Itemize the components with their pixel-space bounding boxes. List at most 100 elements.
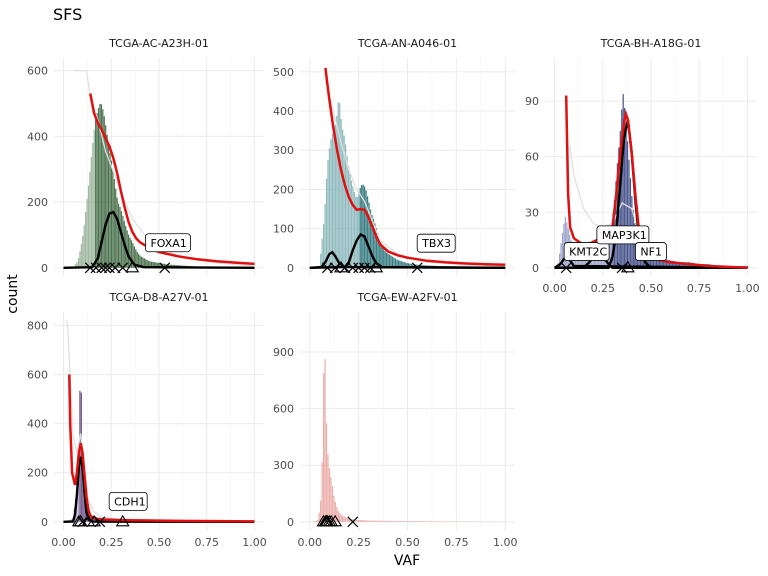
histogram-bar bbox=[355, 519, 357, 522]
histogram-bar bbox=[667, 260, 669, 268]
histogram-bar bbox=[155, 262, 157, 268]
histogram-bar bbox=[621, 109, 623, 268]
chart-title: SFS bbox=[53, 5, 82, 24]
histogram-bar bbox=[665, 259, 668, 268]
histogram-bar bbox=[371, 520, 373, 522]
tail-envelope-line bbox=[64, 320, 255, 523]
facet-strip-label: TCGA-BH-A18G-01 bbox=[600, 37, 702, 50]
histogram-bar bbox=[657, 258, 659, 268]
histogram-bar bbox=[334, 124, 336, 268]
x-tick-label: 0.50 bbox=[147, 536, 172, 549]
driver-marker-x bbox=[321, 262, 333, 274]
histogram-bar bbox=[680, 262, 682, 268]
histogram-bar bbox=[318, 512, 320, 522]
x-tick-label: 0.75 bbox=[687, 282, 712, 295]
x-tick-label: 0.00 bbox=[542, 282, 567, 295]
histogram-bar bbox=[390, 255, 392, 268]
histogram-bar bbox=[419, 521, 421, 522]
driver-marker-x bbox=[77, 516, 89, 528]
histogram-bar bbox=[358, 191, 360, 268]
histogram-bar bbox=[394, 258, 397, 268]
histogram-bar bbox=[369, 520, 372, 522]
histogram-bar bbox=[102, 109, 104, 268]
histogram-bar bbox=[350, 180, 353, 268]
histogram-bar bbox=[342, 129, 344, 268]
x-axis-title: VAF bbox=[394, 553, 420, 569]
driver-label-box bbox=[596, 225, 650, 245]
y-tick-label: 600 bbox=[27, 65, 48, 78]
histogram-bar bbox=[658, 258, 660, 268]
histogram-bar bbox=[424, 521, 426, 522]
y-tick-label: 600 bbox=[27, 368, 48, 381]
histogram-bar bbox=[146, 260, 148, 268]
histogram-bar bbox=[677, 261, 679, 268]
histogram-bar bbox=[103, 116, 105, 268]
histogram-bar bbox=[673, 261, 675, 268]
histogram-bar bbox=[321, 462, 323, 522]
histogram-bar bbox=[324, 204, 326, 268]
histogram-bar bbox=[396, 259, 398, 268]
driver-label-box bbox=[416, 233, 456, 253]
histogram-bar bbox=[671, 260, 673, 268]
histogram-bar bbox=[364, 520, 366, 522]
facet-panel: TCGA-AN-A046-01 0 100 200 300 400 500 TBX3 bbox=[273, 37, 515, 276]
histogram-bar bbox=[381, 246, 383, 268]
driver-marker-x bbox=[100, 262, 111, 274]
histogram-bar bbox=[107, 144, 110, 268]
histogram-bar bbox=[340, 118, 342, 268]
histogram-bar bbox=[152, 261, 154, 268]
histogram-bar bbox=[92, 142, 94, 268]
driver-marker-x bbox=[339, 262, 351, 274]
histogram-bar bbox=[79, 251, 81, 268]
histogram-bar bbox=[333, 128, 335, 268]
histogram-bar bbox=[383, 520, 385, 522]
y-tick-label: 60 bbox=[525, 151, 539, 164]
histogram-bar bbox=[375, 228, 378, 268]
histogram-bar bbox=[160, 263, 163, 268]
driver-marker-x bbox=[84, 262, 96, 274]
histogram-bar bbox=[609, 230, 611, 268]
histogram-bar bbox=[333, 495, 335, 522]
histogram-bar bbox=[342, 515, 344, 522]
histogram-bar bbox=[372, 520, 375, 522]
x-tick-label: 0.50 bbox=[639, 282, 664, 295]
y-tick-label: 300 bbox=[273, 144, 294, 157]
histogram-bar bbox=[320, 253, 322, 268]
histogram-bar bbox=[432, 521, 435, 522]
facet-panel: TCGA-AC-A23H-01 0 200 400 600 FOXA1 bbox=[27, 37, 264, 276]
x-tick-label: 1.00 bbox=[493, 536, 518, 549]
histogram-bar bbox=[153, 262, 155, 268]
histogram-bar bbox=[390, 520, 392, 522]
histogram-bar bbox=[117, 203, 120, 268]
histogram-bar bbox=[105, 125, 107, 268]
histogram-bar bbox=[407, 521, 410, 522]
histogram-bar bbox=[361, 185, 363, 268]
histogram-bar bbox=[86, 198, 88, 268]
y-tick-label: 0 bbox=[41, 262, 48, 275]
driver-label-text: KMT2C bbox=[569, 246, 607, 259]
facet-panel: TCGA-D8-A27V-01 0 200 400 600 800 0.00 0.25 0.50… bbox=[27, 291, 267, 549]
histogram bbox=[309, 359, 507, 522]
histogram-bar bbox=[397, 521, 399, 522]
y-tick-label: 400 bbox=[273, 105, 294, 118]
driver-label-text: TBX3 bbox=[421, 237, 451, 250]
histogram-bar bbox=[746, 265, 749, 268]
histogram-bar bbox=[381, 520, 383, 522]
histogram-bar bbox=[409, 263, 411, 268]
histogram-bar bbox=[405, 262, 407, 268]
driver-marker-x bbox=[364, 262, 376, 274]
histogram-bar bbox=[343, 516, 345, 522]
histogram-bar bbox=[377, 233, 379, 268]
histogram-bar bbox=[625, 122, 627, 268]
histogram-bar bbox=[651, 256, 653, 268]
histogram-bar bbox=[110, 160, 113, 268]
histogram-bar bbox=[330, 477, 332, 522]
histogram-bar bbox=[353, 191, 356, 268]
histogram-bar bbox=[374, 520, 376, 522]
histogram-bar bbox=[647, 256, 649, 268]
facet-strip-label: TCGA-AN-A046-01 bbox=[357, 37, 457, 50]
histogram-bar bbox=[391, 256, 394, 268]
y-tick-label: 600 bbox=[273, 403, 294, 416]
histogram-bar bbox=[560, 243, 562, 268]
